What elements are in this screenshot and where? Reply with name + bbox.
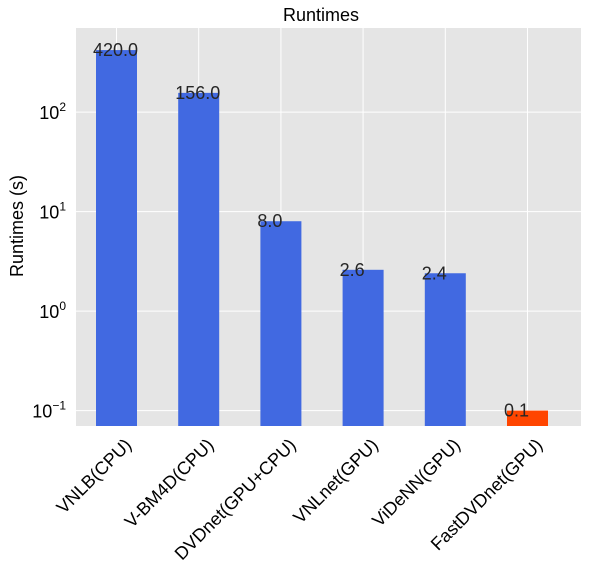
y-tick-exponent: −1 <box>52 399 66 413</box>
bar-5 <box>507 410 548 426</box>
bar-2 <box>260 221 302 426</box>
value-label-2: 8.0 <box>257 211 282 231</box>
value-label-4: 2.4 <box>422 263 447 283</box>
bar-4 <box>424 273 466 426</box>
y-tick-exponent: 0 <box>59 299 66 313</box>
y-tick-exponent: 1 <box>59 200 66 214</box>
bars <box>96 50 548 427</box>
value-label-1: 156.0 <box>175 83 220 103</box>
data-labels: 420.0 156.0 8.0 2.6 2.4 0.1 <box>93 40 529 421</box>
x-tick-label-3: VNLnet(GPU) <box>289 435 382 528</box>
value-label-3: 2.6 <box>340 260 365 280</box>
y-tick-label: 10−1 <box>32 399 66 422</box>
plot-area <box>76 28 581 426</box>
bar-3 <box>342 269 384 426</box>
x-tick-label-0: VNLB(CPU) <box>53 435 136 518</box>
y-tick-label: 101 <box>39 200 66 223</box>
y-tick-base: 10 <box>39 203 59 223</box>
y-axis-label: Runtimes (s) <box>7 175 27 277</box>
y-tick-exponent: 2 <box>59 100 66 114</box>
bar-1 <box>178 92 220 426</box>
value-label-0: 420.0 <box>93 40 138 60</box>
y-tick-base: 10 <box>32 402 52 422</box>
y-tick-label: 100 <box>39 299 66 322</box>
y-tick-base: 10 <box>39 302 59 322</box>
y-tick-base: 10 <box>39 103 59 123</box>
y-tick-label: 102 <box>39 100 66 123</box>
chart-title: Runtimes <box>283 5 359 25</box>
bar-0 <box>96 50 137 427</box>
value-label-5: 0.1 <box>504 401 529 421</box>
x-axis-ticks: VNLB(CPU)V-BM4D(CPU)DVDnet(GPU+CPU)VNLne… <box>53 435 547 564</box>
